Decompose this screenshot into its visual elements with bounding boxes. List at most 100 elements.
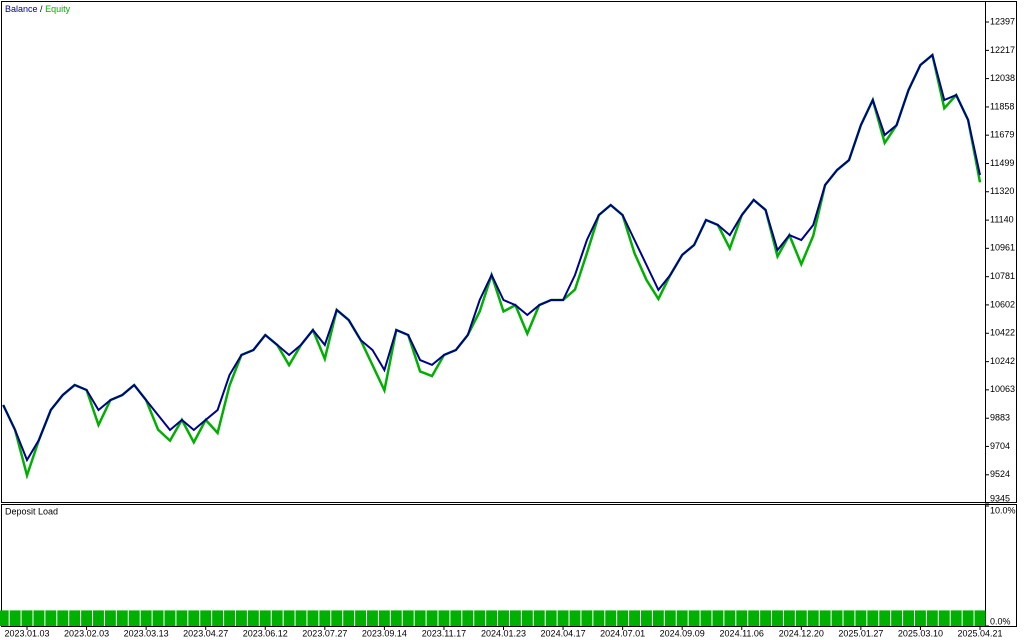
y-tick-label: 10781 — [990, 271, 1015, 281]
bar — [843, 610, 855, 626]
bar — [807, 610, 819, 626]
bar — [783, 610, 795, 626]
bar — [700, 610, 712, 626]
bar — [81, 610, 93, 626]
bar — [974, 610, 986, 626]
bar — [462, 610, 474, 626]
legend-equity: Equity — [45, 4, 71, 14]
bar — [891, 610, 903, 626]
bar — [724, 610, 736, 626]
y-tick-label: 9883 — [990, 413, 1010, 423]
bar — [33, 610, 45, 626]
bar — [509, 610, 521, 626]
bar — [307, 610, 319, 626]
bar — [343, 610, 355, 626]
bar — [486, 610, 498, 626]
bar — [545, 610, 557, 626]
bar — [521, 610, 533, 626]
x-tick-label: 2023.03.13 — [124, 628, 169, 638]
bar — [914, 610, 926, 626]
x-tick-label: 2025.03.10 — [898, 628, 943, 638]
y-tick-label: 12217 — [990, 45, 1015, 55]
bar — [247, 610, 259, 626]
bar — [688, 610, 700, 626]
y-tick-label: 10063 — [990, 384, 1015, 394]
bar — [283, 610, 295, 626]
y-tick-label: 9345 — [990, 493, 1010, 503]
bar — [938, 610, 950, 626]
y-tick-label: 10961 — [990, 243, 1015, 253]
bar — [795, 610, 807, 626]
y-tick-label: 10602 — [990, 299, 1015, 309]
bar — [903, 610, 914, 626]
bar — [224, 610, 235, 626]
x-tick-label: 2024.04.17 — [541, 628, 586, 638]
bar — [438, 610, 450, 626]
bar — [152, 610, 164, 626]
y-tick-label: 12397 — [990, 16, 1015, 26]
bar — [69, 610, 81, 626]
legend-separator: / — [40, 4, 43, 14]
bar — [319, 610, 331, 626]
bar — [140, 610, 152, 626]
bar — [390, 610, 402, 626]
bar — [962, 610, 974, 626]
bar — [414, 610, 426, 626]
bar — [748, 610, 760, 626]
bar — [331, 610, 343, 626]
bar — [855, 610, 867, 626]
x-tick-label: 2023.04.27 — [183, 628, 228, 638]
bar — [164, 610, 176, 626]
bar — [93, 610, 104, 626]
bar — [664, 610, 676, 626]
bar — [736, 610, 748, 626]
y-tick-label: 12038 — [990, 73, 1015, 83]
bar — [426, 610, 438, 626]
series-line — [2, 53, 981, 463]
bar — [188, 610, 200, 626]
bar — [0, 610, 9, 626]
y-tick-label: 11140 — [990, 214, 1014, 224]
bar — [629, 610, 641, 626]
bar — [867, 610, 879, 626]
bar — [378, 610, 390, 626]
x-tick-label: 2025.01.27 — [838, 628, 883, 638]
bar — [676, 610, 688, 626]
y-tick-label: 10.0% — [990, 505, 1016, 515]
legend: Balance / Equity — [5, 4, 71, 14]
bar — [45, 610, 57, 626]
bar — [235, 610, 247, 626]
bar — [879, 610, 891, 626]
y-tick-label: 11320 — [990, 186, 1014, 196]
bar — [57, 610, 69, 626]
main-panel — [1, 1, 1017, 503]
x-tick-label: 2023.06.12 — [243, 628, 288, 638]
bar — [772, 610, 783, 626]
y-tick-label: 0.0% — [990, 616, 1011, 626]
bar — [641, 610, 652, 626]
x-tick-label: 2024.01.23 — [481, 628, 526, 638]
y-tick-label: 10242 — [990, 356, 1015, 366]
bar — [498, 610, 509, 626]
bar — [402, 610, 414, 626]
y-tick-label: 10422 — [990, 328, 1015, 338]
bar — [271, 610, 283, 626]
x-tick-label: 2023.07.27 — [302, 628, 347, 638]
bar — [104, 610, 116, 626]
x-tick-label: 2023.02.03 — [64, 628, 109, 638]
x-tick-label: 2023.11.17 — [422, 628, 466, 638]
bar — [652, 610, 664, 626]
bar — [950, 610, 962, 626]
y-tick-label: 11679 — [990, 130, 1014, 140]
bar — [295, 610, 307, 626]
bar — [116, 610, 128, 626]
bar — [557, 610, 569, 626]
bar — [819, 610, 831, 626]
bar — [176, 610, 188, 626]
bar — [831, 610, 843, 626]
bar — [21, 610, 33, 626]
load-panel — [1, 504, 1017, 627]
bar — [128, 610, 140, 626]
bar — [569, 610, 581, 626]
